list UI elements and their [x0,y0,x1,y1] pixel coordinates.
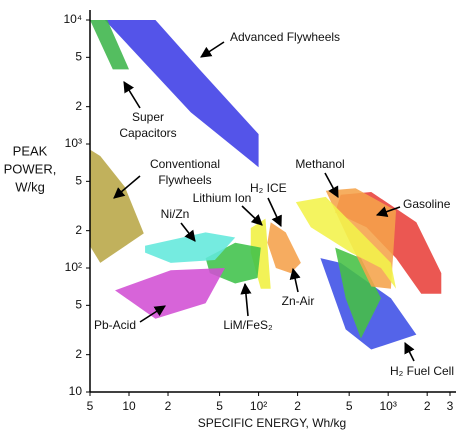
arrow [289,267,301,293]
arrow [113,175,141,199]
axes: 5 10 2 5 10² 2 5 10³ 2 3 10 2 5 10² 2 5 10³ 2 5 10⁴ [63,10,456,413]
region [90,20,130,70]
x-tick-label: 2 [294,399,301,413]
region [267,222,301,274]
region [145,232,236,263]
x-tick-label: 3 [447,399,454,413]
y-tick-label: 2 [75,347,82,361]
y-tick-label: 5 [75,173,82,187]
arrow [404,341,415,362]
region [104,20,259,168]
annotation: Flywheels [158,173,211,187]
x-tick-label: 2 [424,399,431,413]
x-tick-label: 2 [165,399,172,413]
x-tick-label: 5 [346,399,353,413]
arrow [180,222,196,242]
region [115,268,225,319]
x-tick-label: 10 [122,399,136,413]
annotation: Conventional [150,157,220,171]
y-tick-label: 2 [75,99,82,113]
annotation: Lithium Ion [193,191,252,205]
region [335,247,381,339]
region [250,218,271,289]
annotations: Advanced Flywheels Super Capacitors Conv… [94,30,454,378]
arrow [324,172,339,198]
y-tick-label: 10 [69,384,83,398]
y-tick-label: 5 [75,297,82,311]
y-axis-title: PEAK [13,143,48,158]
annotation: Methanol [295,157,344,171]
annotation: Gasoline [403,197,451,211]
arrow [139,305,166,323]
arrow [267,197,282,228]
y-tick-label: 5 [75,49,82,63]
annotation: H₂ ICE [250,181,287,195]
y-tick-label: 10³ [65,136,82,150]
annotation: Advanced Flywheels [230,30,340,44]
arrow [375,206,401,217]
arrow [200,41,225,58]
x-axis-title: SPECIFIC ENERGY, Wh/kg [198,416,346,430]
arrow [240,282,252,317]
region [90,149,144,263]
annotation: Pb-Acid [94,318,136,332]
x-tick-label: 5 [87,399,94,413]
x-tick-label: 10² [250,399,267,413]
arrow [241,205,263,226]
annotation: H₂ Fuel Cell [390,364,454,378]
annotation: Zn-Air [282,294,315,308]
y-axis-title: W/kg [15,179,45,194]
y-tick-label: 10² [65,260,82,274]
annotation: LiM/FeS₂ [223,318,273,332]
regions [90,20,442,350]
arrow [123,81,141,109]
y-axis-title: POWER, [4,161,57,176]
region [295,196,397,289]
y-tick-label: 2 [75,223,82,237]
annotation: Ni/Zn [161,207,190,221]
x-tick-label: 5 [216,399,223,413]
annotation: Super [132,110,164,124]
y-tick-label: 10⁴ [63,12,82,26]
annotation: Capacitors [119,126,176,140]
x-tick-label: 10³ [380,399,397,413]
